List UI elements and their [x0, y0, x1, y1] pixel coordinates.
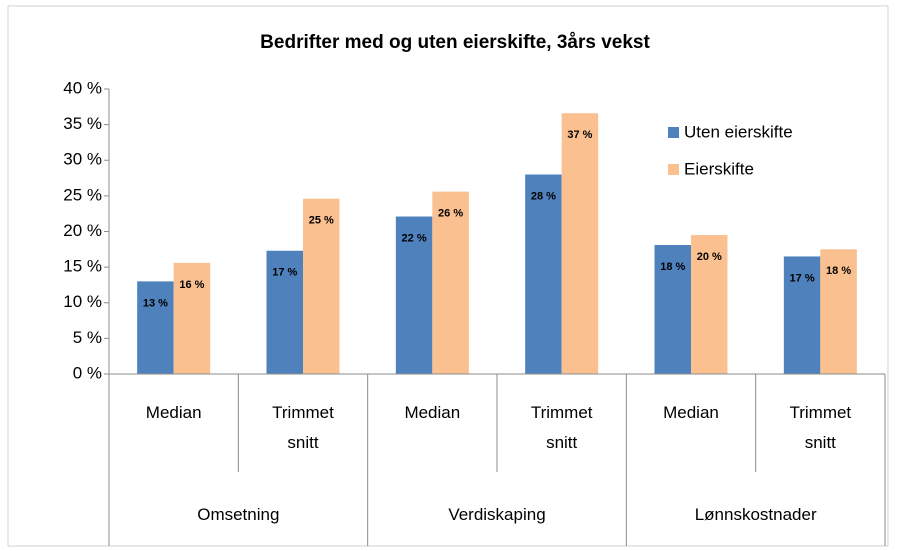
- value-label: 26 %: [438, 208, 463, 220]
- legend-label: Eierskifte: [684, 159, 754, 178]
- value-label: 18 %: [826, 265, 851, 277]
- value-label: 37 %: [567, 129, 592, 141]
- group-label: Omsetning: [197, 505, 280, 524]
- legend-label: Uten eierskifte: [684, 122, 793, 141]
- x-tick-label: Trimmet snitt: [789, 403, 852, 452]
- value-label: 13 %: [143, 297, 168, 309]
- chart-frame: [7, 5, 889, 547]
- y-tick-label: 20 %: [63, 221, 102, 240]
- group-label: Lønnskostnader: [694, 505, 817, 524]
- bar: [432, 191, 469, 374]
- x-tick-label: Median: [404, 403, 461, 422]
- y-tick-label: 10 %: [63, 292, 102, 311]
- y-tick-label: 15 %: [63, 257, 102, 276]
- value-label: 22 %: [402, 232, 427, 244]
- x-tick-label: Trimmet snitt: [272, 403, 334, 452]
- bar: [303, 198, 340, 374]
- legend-swatch: [668, 164, 679, 175]
- bar: [137, 281, 174, 374]
- value-label: 17 %: [272, 267, 297, 279]
- y-tick-label: 5 %: [73, 328, 102, 347]
- bar: [783, 256, 821, 374]
- value-label: 16 %: [179, 279, 204, 291]
- bar: [266, 250, 303, 374]
- value-label: 17 %: [790, 272, 815, 284]
- y-tick-label: 35 %: [63, 114, 102, 133]
- value-label: 18 %: [660, 261, 685, 273]
- y-tick-label: 0 %: [73, 363, 102, 382]
- x-tick-label: Median: [145, 403, 202, 422]
- chart-title: Bedrifter med og uten eierskifte, 3års v…: [260, 32, 650, 53]
- y-tick-label: 30 %: [63, 150, 102, 169]
- y-tick-label: 40 %: [63, 78, 102, 97]
- legend-swatch: [668, 127, 679, 138]
- value-label: 20 %: [697, 251, 722, 263]
- bar: [525, 174, 562, 374]
- bar: [820, 249, 857, 374]
- y-tick-label: 25 %: [63, 185, 102, 204]
- bar: [395, 216, 433, 374]
- bar: [654, 245, 691, 374]
- bar: [173, 262, 211, 374]
- bar: [691, 235, 728, 374]
- group-label: Verdiskaping: [448, 505, 546, 524]
- value-label: 25 %: [309, 215, 334, 227]
- value-label: 28 %: [531, 190, 556, 202]
- x-tick-label: Median: [663, 403, 719, 422]
- bar: [561, 113, 599, 374]
- x-tick-label: Trimmet snitt: [530, 403, 593, 452]
